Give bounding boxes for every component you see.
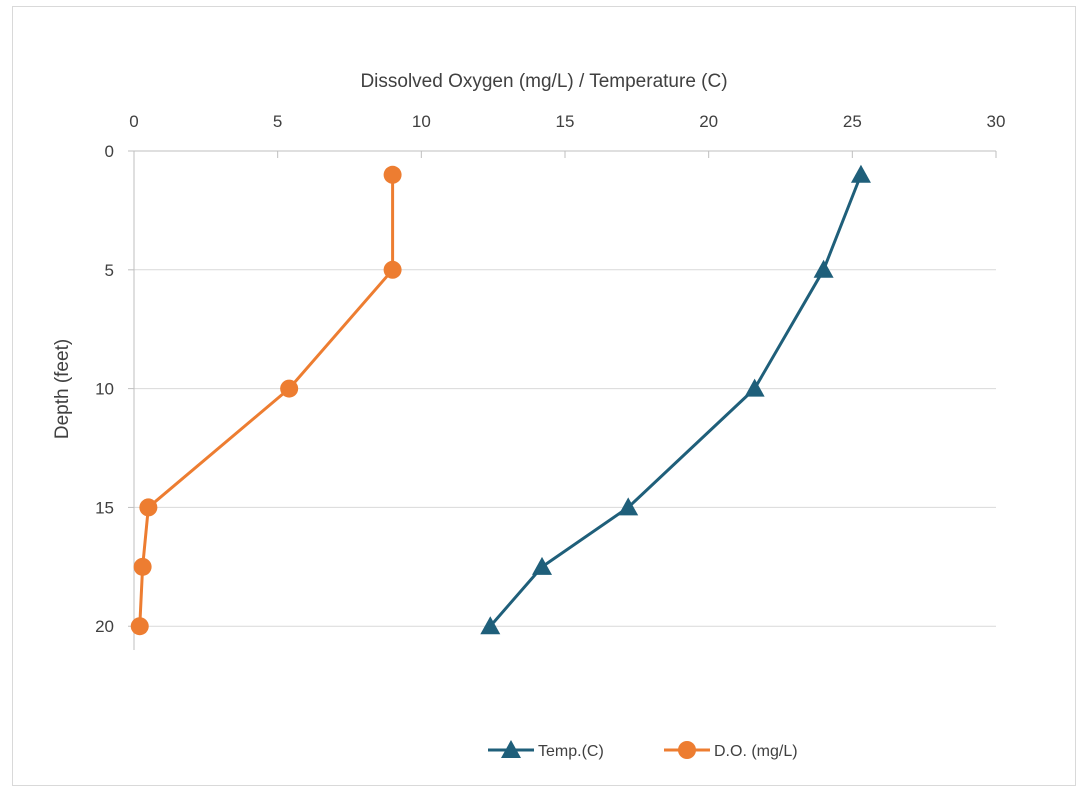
chart-area bbox=[12, 6, 1076, 786]
x-tick-label-5: 5 bbox=[273, 112, 282, 131]
series-line-temperature bbox=[489, 174, 863, 628]
x-tick-label-0: 0 bbox=[129, 112, 138, 131]
series-dissolved-oxygen bbox=[130, 165, 402, 636]
series-line-dissolved-oxygen bbox=[138, 174, 395, 627]
legend-label-dissolved-oxygen: D.O. (mg/L) bbox=[714, 743, 798, 760]
y-tick-label-20: 20 bbox=[95, 617, 114, 636]
legend-swatch-marker-dissolved-oxygen bbox=[678, 741, 696, 759]
data-point-temperature-2 bbox=[744, 378, 765, 397]
x-tick-label-10: 10 bbox=[412, 112, 431, 131]
axes bbox=[128, 150, 997, 650]
legend: Temp.(C) D.O. (mg/L) bbox=[488, 740, 798, 760]
legend-label-temperature: Temp.(C) bbox=[538, 743, 604, 760]
data-point-temperature-3 bbox=[618, 497, 639, 516]
data-point-dissolved-oxygen-3 bbox=[139, 498, 158, 517]
data-point-temperature-1 bbox=[813, 259, 834, 278]
x-axis-title: Dissolved Oxygen (mg/L) / Temperature (C… bbox=[360, 71, 727, 92]
x-tick-label-30: 30 bbox=[987, 112, 1006, 131]
legend-item-temperature: Temp.(C) bbox=[488, 740, 604, 760]
y-tick-label-10: 10 bbox=[95, 380, 114, 399]
data-point-temperature-4 bbox=[532, 556, 553, 575]
data-point-dissolved-oxygen-5 bbox=[130, 617, 149, 636]
y-tick-label-15: 15 bbox=[95, 498, 114, 517]
x-tick-label-15: 15 bbox=[556, 112, 575, 131]
data-point-dissolved-oxygen-0 bbox=[383, 165, 402, 184]
legend-swatch-marker-temperature bbox=[501, 740, 521, 758]
gridlines bbox=[134, 269, 996, 627]
y-tick-label-5: 5 bbox=[105, 261, 114, 280]
legend-item-dissolved-oxygen: D.O. (mg/L) bbox=[664, 741, 798, 760]
data-point-dissolved-oxygen-1 bbox=[383, 260, 402, 279]
y-tick-label-0: 0 bbox=[105, 142, 114, 161]
y-axis-title: Depth (feet) bbox=[52, 339, 73, 439]
x-tick-label-25: 25 bbox=[843, 112, 862, 131]
series-layer bbox=[130, 164, 871, 636]
data-point-temperature-0 bbox=[850, 164, 871, 183]
data-point-dissolved-oxygen-4 bbox=[133, 557, 152, 576]
series-temperature bbox=[480, 164, 871, 635]
tick-labels: 0 5 10 15 20 25 30 0 5 10 15 20 bbox=[95, 112, 1005, 636]
data-point-dissolved-oxygen-2 bbox=[280, 379, 299, 398]
x-tick-label-20: 20 bbox=[699, 112, 718, 131]
data-point-temperature-5 bbox=[480, 616, 501, 635]
